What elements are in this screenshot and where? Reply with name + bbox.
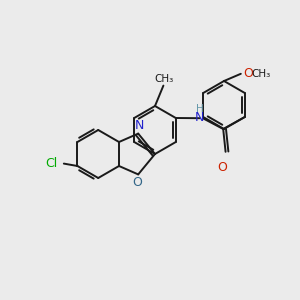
Text: CH₃: CH₃	[252, 69, 271, 79]
Text: CH₃: CH₃	[155, 74, 174, 84]
Text: O: O	[218, 161, 227, 174]
Text: O: O	[243, 67, 253, 80]
Text: N: N	[195, 111, 205, 124]
Text: Cl: Cl	[46, 157, 58, 170]
Text: O: O	[132, 176, 142, 189]
Text: H: H	[196, 104, 204, 114]
Text: N: N	[134, 119, 144, 132]
